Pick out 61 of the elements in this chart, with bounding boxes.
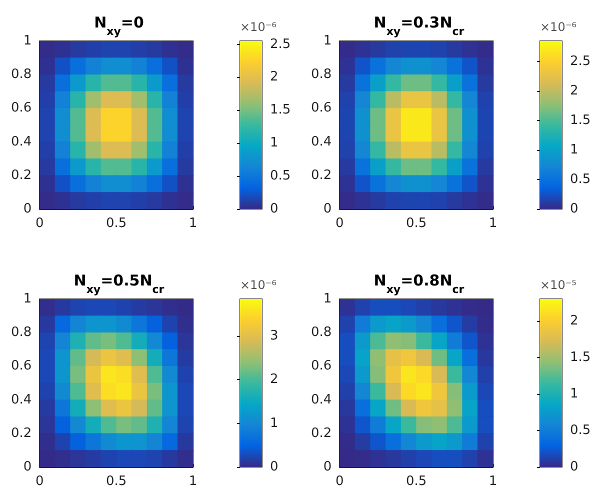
- color-bar-label: 2.5: [270, 36, 291, 52]
- color-bar-label: 2.5: [570, 54, 591, 70]
- color-bar-title: ×10⁻⁶: [540, 20, 577, 34]
- y-tick-label: 1: [323, 34, 332, 48]
- color-bar-label: 0.5: [270, 168, 291, 184]
- y-tick-label: 0.4: [310, 392, 332, 408]
- color-bar-label: 0: [570, 202, 578, 216]
- y-tick-label: 0.6: [310, 100, 332, 116]
- y-tick-label: 0.8: [310, 67, 332, 82]
- color-bar-title: ×10⁻⁶: [240, 278, 277, 292]
- y-tick-label: 0.4: [10, 392, 32, 408]
- y-tick-label: 0.2: [10, 168, 32, 183]
- y-tick-label: 1: [323, 292, 332, 306]
- y-tick-label: 0: [323, 202, 332, 216]
- color-bar-label: 1: [570, 386, 578, 402]
- color-bar-label: 2: [270, 70, 278, 85]
- y-tick-label: 1: [23, 292, 32, 306]
- y-tick-label: 0.4: [310, 134, 332, 150]
- x-tick-label: 1: [188, 216, 198, 231]
- y-tick-label: 0.2: [310, 168, 332, 183]
- color-bar-label: 2: [570, 84, 578, 99]
- color-bar-title: ×10⁻⁵: [540, 278, 577, 292]
- y-tick-label: 0.6: [10, 358, 32, 374]
- x-tick-label: 0: [36, 474, 44, 489]
- y-tick-label: 0: [23, 202, 32, 216]
- color-bar-label: 1: [570, 142, 578, 158]
- x-tick-label: 0.5: [406, 474, 427, 489]
- color-bar-title: ×10⁻⁶: [240, 20, 277, 34]
- x-tick-label: 1: [488, 216, 498, 231]
- color-bar-label: 0: [570, 460, 578, 474]
- y-tick-label: 0.2: [10, 426, 32, 441]
- color-bar-label: 1.5: [570, 113, 591, 128]
- color-bar-label: 0: [270, 460, 278, 474]
- y-tick-label: 0.6: [310, 358, 332, 374]
- y-tick-label: 0.8: [10, 325, 32, 340]
- y-tick-label: 0: [23, 460, 32, 474]
- x-tick-label: 1: [488, 474, 498, 489]
- y-tick-label: 0.8: [310, 325, 332, 340]
- y-tick-label: 0.8: [10, 67, 32, 82]
- x-tick-label: 0.5: [406, 216, 427, 231]
- x-tick-label: 0: [336, 216, 344, 231]
- x-tick-label: 0: [36, 216, 44, 231]
- color-bar-label: 1: [270, 416, 278, 431]
- x-tick-label: 0.5: [106, 474, 127, 489]
- x-tick-label: 1: [188, 474, 198, 489]
- color-bar-label: 1.5: [570, 350, 591, 365]
- color-bar-label: 0.5: [570, 422, 591, 438]
- color-bar-label: 3: [270, 328, 278, 344]
- x-tick-label: 0: [336, 474, 344, 489]
- y-tick-label: 0: [323, 460, 332, 474]
- y-tick-label: 0.4: [10, 134, 32, 150]
- color-bar-label: 2: [270, 372, 278, 388]
- color-bar-label: 0: [270, 202, 278, 216]
- color-bar-label: 1: [270, 136, 278, 151]
- y-tick-label: 0.6: [10, 100, 32, 116]
- y-tick-label: 1: [23, 34, 32, 48]
- x-tick-label: 0.5: [106, 216, 127, 231]
- color-bar-label: 1.5: [270, 102, 291, 118]
- color-bar-label: 0.5: [570, 172, 591, 188]
- color-bar-label: 2: [570, 313, 578, 328]
- y-tick-label: 0.2: [310, 426, 332, 441]
